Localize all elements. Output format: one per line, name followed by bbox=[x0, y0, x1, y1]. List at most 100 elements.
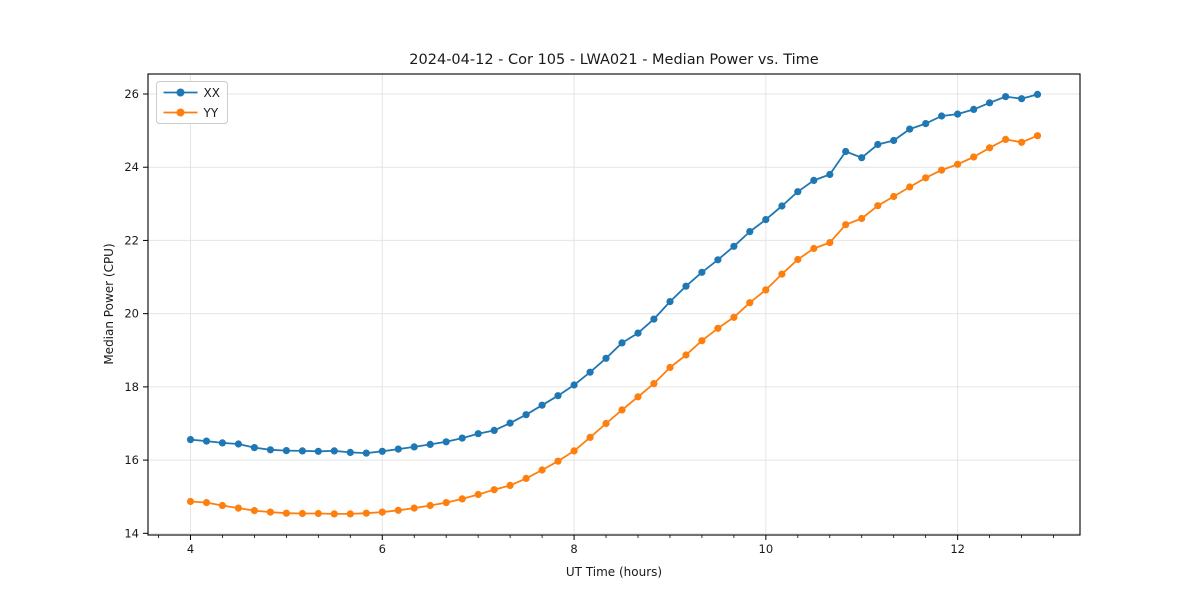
x-tick-label: 8 bbox=[570, 542, 577, 556]
data-point-XX bbox=[826, 170, 834, 179]
data-point-YY bbox=[250, 507, 258, 515]
data-point-YY bbox=[186, 497, 195, 506]
data-point-XX bbox=[906, 125, 914, 133]
data-point-XX bbox=[474, 430, 482, 438]
y-tick-label: 16 bbox=[124, 453, 139, 467]
data-point-YY bbox=[538, 466, 546, 474]
legend-marker-YY bbox=[176, 108, 185, 117]
data-point-XX bbox=[938, 112, 946, 120]
data-point-YY bbox=[218, 501, 226, 510]
data-point-XX bbox=[266, 446, 274, 454]
data-point-YY bbox=[346, 510, 354, 518]
axes: 4 6 8 10 12 14 16 18 20 22 24 26 bbox=[124, 73, 1081, 556]
legend-label-XX: XX bbox=[204, 86, 220, 100]
data-point-XX bbox=[618, 339, 626, 347]
data-point-XX bbox=[522, 411, 530, 419]
x-tick-label: 12 bbox=[950, 542, 965, 556]
data-point-YY bbox=[426, 501, 434, 510]
data-point-XX bbox=[378, 447, 386, 455]
data-point-YY bbox=[938, 166, 946, 174]
data-point-XX bbox=[394, 445, 402, 453]
legend: XX YY bbox=[156, 81, 228, 124]
plot-border bbox=[147, 73, 1081, 536]
data-point-YY bbox=[362, 509, 370, 517]
data-point-YY bbox=[682, 351, 690, 359]
data-point-YY bbox=[906, 183, 914, 191]
chart-title: 2024-04-12 - Cor 105 - LWA021 - Median P… bbox=[409, 52, 818, 68]
data-point-YY bbox=[1002, 135, 1010, 143]
data-point-XX bbox=[970, 105, 978, 113]
data-point-XX bbox=[202, 437, 211, 445]
data-point-YY bbox=[202, 499, 211, 507]
data-point-XX bbox=[234, 440, 242, 448]
data-point-YY bbox=[234, 504, 242, 512]
data-point-YY bbox=[650, 380, 658, 388]
y-tick-label: 18 bbox=[124, 380, 139, 394]
data-point-YY bbox=[458, 495, 466, 503]
data-point-XX bbox=[634, 329, 642, 337]
data-point-XX bbox=[1018, 95, 1026, 103]
data-point-YY bbox=[282, 509, 290, 517]
data-point-XX bbox=[650, 315, 658, 323]
data-point-YY bbox=[634, 393, 642, 401]
data-point-YY bbox=[618, 406, 626, 414]
data-point-XX bbox=[586, 368, 594, 376]
data-point-YY bbox=[570, 447, 578, 455]
series-YY bbox=[186, 132, 1042, 518]
series-line-YY bbox=[190, 134, 1038, 515]
data-point-XX bbox=[682, 282, 690, 290]
x-axis-label: UT Time (hours) bbox=[566, 565, 662, 579]
data-point-YY bbox=[394, 506, 402, 514]
data-point-YY bbox=[666, 363, 674, 372]
series-line-XX bbox=[190, 93, 1038, 455]
data-point-XX bbox=[746, 228, 754, 236]
data-point-YY bbox=[698, 337, 706, 345]
data-point-YY bbox=[1018, 138, 1026, 146]
legend-label-YY: YY bbox=[203, 106, 219, 120]
data-point-YY bbox=[730, 313, 738, 321]
data-point-XX bbox=[506, 419, 514, 427]
y-tick-label: 22 bbox=[124, 233, 139, 247]
data-point-YY bbox=[298, 509, 306, 518]
data-point-XX bbox=[314, 447, 322, 455]
data-point-YY bbox=[842, 221, 850, 229]
data-point-XX bbox=[298, 447, 306, 455]
data-point-YY bbox=[378, 508, 386, 516]
data-point-YY bbox=[1033, 132, 1042, 140]
data-point-XX bbox=[858, 154, 866, 162]
x-tick-label: 10 bbox=[759, 542, 774, 556]
data-point-YY bbox=[890, 192, 898, 201]
data-point-YY bbox=[970, 153, 978, 161]
data-point-YY bbox=[330, 510, 338, 518]
data-point-YY bbox=[714, 324, 722, 332]
data-point-XX bbox=[1002, 93, 1010, 101]
data-point-XX bbox=[218, 439, 226, 447]
data-point-YY bbox=[794, 255, 802, 264]
data-point-XX bbox=[330, 447, 338, 455]
data-point-XX bbox=[410, 443, 418, 451]
data-point-XX bbox=[954, 110, 962, 118]
data-point-XX bbox=[458, 434, 466, 442]
data-point-XX bbox=[778, 202, 786, 210]
data-point-XX bbox=[186, 436, 195, 444]
data-point-XX bbox=[250, 444, 258, 452]
data-point-XX bbox=[810, 176, 818, 184]
y-tick-label: 14 bbox=[124, 526, 139, 540]
data-point-XX bbox=[442, 438, 450, 446]
series-XX bbox=[186, 90, 1042, 457]
data-point-YY bbox=[922, 174, 930, 182]
data-point-YY bbox=[474, 490, 482, 499]
data-point-XX bbox=[922, 120, 930, 128]
data-point-XX bbox=[986, 99, 994, 107]
y-tick-label: 20 bbox=[124, 307, 139, 321]
x-tick-label: 4 bbox=[187, 542, 194, 556]
y-tick-label: 24 bbox=[124, 160, 139, 174]
x-tick-label: 6 bbox=[379, 542, 386, 556]
data-point-XX bbox=[490, 426, 498, 434]
data-point-YY bbox=[826, 239, 834, 247]
data-point-XX bbox=[426, 440, 434, 448]
data-point-XX bbox=[714, 256, 722, 264]
data-point-YY bbox=[602, 419, 610, 428]
data-point-XX bbox=[570, 381, 578, 389]
data-point-YY bbox=[810, 244, 818, 253]
